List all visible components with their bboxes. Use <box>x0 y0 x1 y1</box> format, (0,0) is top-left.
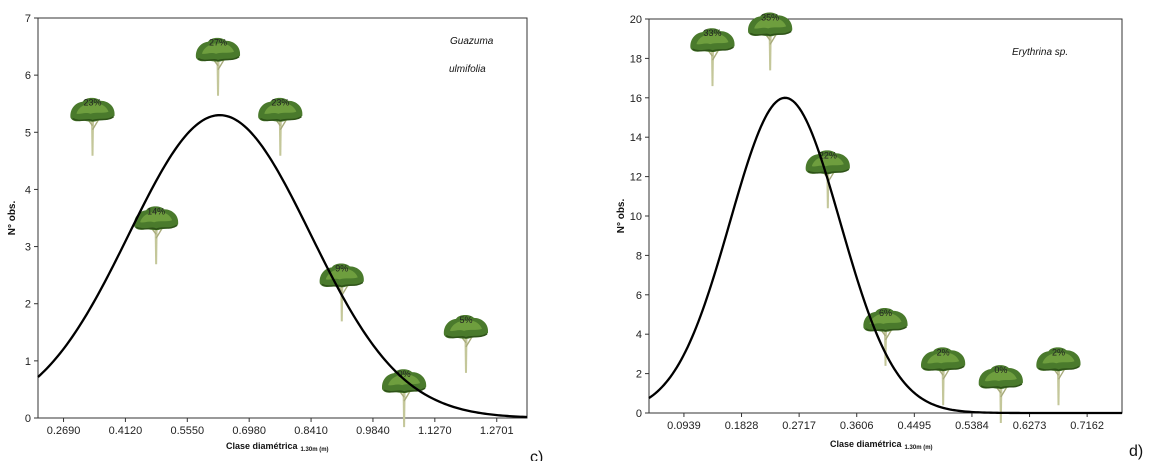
tree-marker: 22% <box>804 149 851 210</box>
y-tick-label: 10 <box>630 211 642 223</box>
y-tick-label: 2 <box>25 299 31 311</box>
x-tick-label: 0.8410 <box>294 425 328 437</box>
y-tick-label: 0 <box>636 408 642 420</box>
tree-marker: 6% <box>862 307 909 367</box>
x-tick-label: 0.7162 <box>1070 420 1104 432</box>
x-tick-label: 0.3606 <box>840 420 874 432</box>
x-tick-label: 0.1828 <box>725 420 759 432</box>
tree-marker: 5% <box>443 314 489 374</box>
y-axis-title-d: N° obs. <box>616 199 627 234</box>
y-axis-c: 0 1 2 3 4 5 6 7 <box>25 13 38 425</box>
y-tick-label: 0 <box>25 413 31 425</box>
x-tick-label: 0.2690 <box>47 425 81 437</box>
x-tick-label: 0.6980 <box>232 425 266 437</box>
x-tick-label: 0.5384 <box>955 420 989 432</box>
x-tick-label: 0.4120 <box>109 425 143 437</box>
trees-c: 23% 14% 27% 23% 9% 0% 5% <box>69 37 489 428</box>
y-tick-label: 4 <box>636 329 642 341</box>
y-tick-label: 7 <box>25 13 31 25</box>
percent-label: 23% <box>271 98 289 108</box>
x-axis-title-sub-c: 1.30m (m) <box>301 447 329 453</box>
x-tick-label: 0.0939 <box>667 420 701 432</box>
y-tick-label: 16 <box>630 93 642 105</box>
species-label-d: Erythrina sp. <box>1012 47 1068 58</box>
x-tick-label: 1.2701 <box>480 425 514 437</box>
y-tick-label: 12 <box>630 172 642 184</box>
percent-label: 23% <box>84 98 102 108</box>
y-tick-label: 18 <box>630 53 642 65</box>
tree-marker: 2% <box>920 346 967 407</box>
y-tick-label: 6 <box>636 290 642 302</box>
y-tick-label: 8 <box>636 250 642 262</box>
percent-label: 2% <box>937 347 950 357</box>
percent-label: 14% <box>147 206 165 216</box>
x-axis-c: 0.2690 0.4120 0.5550 0.6980 0.8410 0.9840 1.12… <box>47 418 514 437</box>
tree-marker: 35% <box>747 11 794 72</box>
y-tick-label: 5 <box>25 127 31 139</box>
chart-panel-d: 0 2 4 6 8 10 12 14 16 18 20 0.0939 0.1828 0.2717 0.36… <box>616 11 1143 460</box>
x-tick-label: 0.6273 <box>1013 420 1047 432</box>
x-axis-title-main-c: Clase diamétrica <box>226 441 299 451</box>
tree-marker: 23% <box>69 97 116 157</box>
percent-label: 27% <box>209 38 227 48</box>
x-axis-title-main-d: Clase diamétrica <box>830 439 903 449</box>
y-tick-label: 6 <box>25 70 31 82</box>
percent-label: 5% <box>459 315 472 325</box>
x-axis-title-c: Clase diamétrica 1.30m (m) <box>226 441 329 453</box>
x-tick-label: 0.2717 <box>782 420 816 432</box>
percent-label: 2% <box>1052 347 1065 357</box>
x-tick-label: 0.4495 <box>898 420 932 432</box>
panel-label-d: d) <box>1129 443 1143 460</box>
y-tick-label: 3 <box>25 242 31 254</box>
y-tick-label: 4 <box>25 184 31 196</box>
percent-label: 6% <box>879 308 892 318</box>
plot-frame-c <box>37 17 528 419</box>
tree-marker: 27% <box>195 37 241 97</box>
y-tick-label: 14 <box>630 132 642 144</box>
percent-label: 0% <box>398 369 411 379</box>
trees-d: 33% 35% 22% 6% 2% 0% 2% <box>689 11 1082 424</box>
fit-curve-c <box>37 113 528 419</box>
x-axis-d: 0.0939 0.1828 0.2717 0.3606 0.4495 0.5384 0.62… <box>667 413 1104 432</box>
x-axis-title-sub-d: 1.30m (m) <box>905 445 933 451</box>
x-tick-label: 0.5550 <box>170 425 204 437</box>
fit-curve-d <box>648 96 1122 415</box>
percent-label: 0% <box>994 365 1007 375</box>
tree-marker: 0% <box>977 364 1024 424</box>
species-label-c-2: ulmifolia <box>449 64 486 75</box>
y-axis-d: 0 2 4 6 8 10 12 14 16 18 20 <box>630 14 649 420</box>
x-tick-label: 0.9840 <box>356 425 390 437</box>
y-tick-label: 1 <box>25 356 31 368</box>
tree-marker: 2% <box>1035 346 1082 407</box>
species-label-c: Guazuma <box>450 36 494 47</box>
x-axis-title-d: Clase diamétrica 1.30m (m) <box>830 439 933 451</box>
tree-marker: 9% <box>318 262 365 323</box>
percent-label: 35% <box>761 12 779 22</box>
tree-marker: 0% <box>381 368 427 428</box>
tree-marker: 14% <box>133 205 179 266</box>
y-tick-label: 20 <box>630 14 642 26</box>
tree-marker: 23% <box>257 97 304 157</box>
y-axis-title-c: N° obs. <box>7 201 18 236</box>
percent-label: 9% <box>335 263 348 273</box>
percent-label: 33% <box>703 28 721 38</box>
tree-marker: 33% <box>689 27 736 87</box>
panel-label-c: c) <box>530 449 543 461</box>
percent-label: 22% <box>819 150 837 160</box>
x-tick-label: 1.1270 <box>418 425 452 437</box>
y-tick-label: 2 <box>636 369 642 381</box>
